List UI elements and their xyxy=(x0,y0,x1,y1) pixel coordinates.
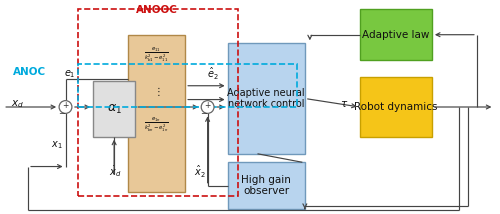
Text: $x_d$: $x_d$ xyxy=(10,98,24,110)
Text: $\dot{x}_d$: $\dot{x}_d$ xyxy=(109,164,122,179)
Bar xyxy=(360,9,432,60)
Ellipse shape xyxy=(201,101,214,113)
Text: Adaptive law: Adaptive law xyxy=(362,30,430,40)
Text: $-$: $-$ xyxy=(58,107,66,116)
Bar xyxy=(78,64,298,107)
Bar xyxy=(228,43,305,154)
Text: $\hat{e}_2$: $\hat{e}_2$ xyxy=(207,66,218,82)
Text: $\hat{x}_2$: $\hat{x}_2$ xyxy=(194,164,206,180)
Text: $\frac{e_{11}}{k_{b1}^2-e_{11}^2}$: $\frac{e_{11}}{k_{b1}^2-e_{11}^2}$ xyxy=(144,46,169,64)
Text: ANOC: ANOC xyxy=(13,67,46,77)
Text: $e_1$: $e_1$ xyxy=(64,68,76,80)
Text: Robot dynamics: Robot dynamics xyxy=(354,102,438,112)
Text: $\alpha_1$: $\alpha_1$ xyxy=(106,103,122,116)
Bar xyxy=(360,77,432,137)
Bar xyxy=(93,82,136,137)
Bar xyxy=(228,162,305,209)
Text: High gain
observer: High gain observer xyxy=(242,175,291,196)
Text: $\vdots$: $\vdots$ xyxy=(153,85,160,98)
Text: $-$: $-$ xyxy=(200,107,208,116)
Text: $+$: $+$ xyxy=(204,100,212,110)
Bar xyxy=(128,35,185,192)
Text: $x_1$: $x_1$ xyxy=(50,139,62,151)
Text: $+$: $+$ xyxy=(62,100,70,110)
Text: $\tau$: $\tau$ xyxy=(340,99,348,109)
Ellipse shape xyxy=(59,101,72,113)
Text: Adaptive neural
network control: Adaptive neural network control xyxy=(228,88,305,109)
Bar xyxy=(78,9,237,196)
Text: ANOOC: ANOOC xyxy=(136,5,177,15)
Text: $\frac{e_{1n}}{k_{bn}^2-e_{1n}^2}$: $\frac{e_{1n}}{k_{bn}^2-e_{1n}^2}$ xyxy=(144,116,169,134)
